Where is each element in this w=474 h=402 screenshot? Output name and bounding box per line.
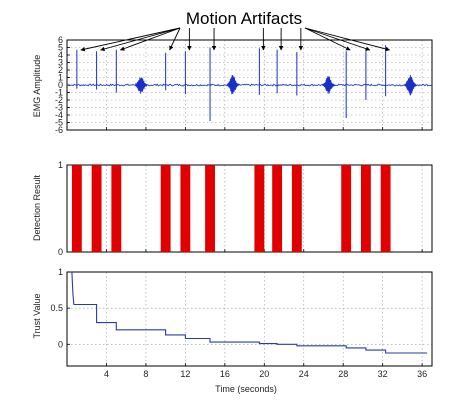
plot-frame xyxy=(66,271,433,367)
y-tick-label: 2 xyxy=(58,65,63,75)
detection-bar xyxy=(272,165,283,252)
x-tick-label: 28 xyxy=(338,369,348,379)
x-tick-label: 20 xyxy=(259,369,269,379)
detection-y-axis-label: Detection Result xyxy=(32,174,42,241)
emg-burst xyxy=(403,74,417,96)
x-tick-label: 16 xyxy=(220,369,230,379)
y-tick-label: -6 xyxy=(55,125,63,135)
emg-burst xyxy=(322,76,335,94)
emg-baseline xyxy=(66,83,433,87)
detection-bar xyxy=(180,165,191,252)
y-tick-label: 1 xyxy=(58,160,63,170)
annotation-arrow xyxy=(304,27,351,51)
y-tick-label: 1 xyxy=(58,267,63,277)
annotation-arrow xyxy=(169,27,181,51)
x-tick-label: 8 xyxy=(143,369,148,379)
x-tick-label: 32 xyxy=(378,369,388,379)
detection-bar xyxy=(160,165,171,252)
y-tick-label: 0 xyxy=(58,247,63,257)
detection-bar xyxy=(91,165,102,252)
annotation-arrow xyxy=(119,27,181,51)
y-tick-label: 5 xyxy=(58,43,63,53)
annotation-arrow xyxy=(304,27,391,52)
plot-frame xyxy=(66,164,433,253)
trust-panel: 0 0.5 1 4 8 12 16 20 24 28 32 36 xyxy=(50,267,433,379)
y-tick-label: -1 xyxy=(55,88,63,98)
x-tick-label: 24 xyxy=(299,369,309,379)
detection-bar xyxy=(111,165,122,252)
y-tick-label: 3 xyxy=(58,58,63,68)
emg-burst xyxy=(134,77,148,94)
trust-line xyxy=(71,271,428,354)
y-tick-label: 6 xyxy=(58,35,63,45)
y-tick-label: -4 xyxy=(55,110,63,120)
x-axis-label: Time (seconds) xyxy=(215,384,277,394)
annotation-arrow xyxy=(80,27,181,52)
y-tick-label: 0 xyxy=(58,80,63,90)
y-tick-label: 0.5 xyxy=(50,303,63,313)
annotation-arrow xyxy=(100,27,181,52)
detection-bar xyxy=(71,165,82,252)
y-tick-label: -2 xyxy=(55,95,63,105)
emg-burst xyxy=(226,75,240,95)
y-tick-label: -5 xyxy=(55,118,63,128)
detection-panel: 01 xyxy=(58,160,433,257)
annotation-arrow xyxy=(304,27,371,51)
detection-bar xyxy=(205,165,215,252)
detection-bar xyxy=(291,165,302,252)
y-tick-label: -3 xyxy=(55,103,63,113)
y-tick-label: 0 xyxy=(58,339,63,349)
detection-bar xyxy=(254,165,265,252)
chart-title: Motion Artifacts xyxy=(186,9,302,28)
x-tick-label: 36 xyxy=(417,369,427,379)
y-tick-label: 1 xyxy=(58,73,63,83)
x-tick-label: 4 xyxy=(104,369,109,379)
detection-bar xyxy=(341,165,352,252)
trust-y-axis-label: Trust Value xyxy=(32,293,42,338)
x-tick-label: 12 xyxy=(180,369,190,379)
detection-bar xyxy=(380,165,391,252)
detection-bar xyxy=(360,165,371,252)
emg-y-axis-label: EMG Amplitude xyxy=(32,55,42,118)
y-tick-label: 4 xyxy=(58,50,63,60)
